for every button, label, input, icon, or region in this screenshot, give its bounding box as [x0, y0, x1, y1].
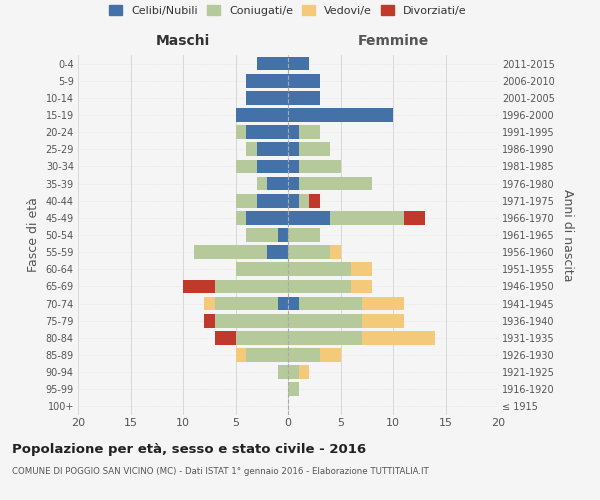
- Text: Femmine: Femmine: [358, 34, 428, 48]
- Bar: [288, 160, 299, 173]
- Bar: [288, 142, 299, 156]
- Bar: [288, 228, 320, 242]
- Bar: [288, 262, 351, 276]
- Bar: [277, 228, 288, 242]
- Bar: [267, 176, 288, 190]
- Bar: [288, 56, 309, 70]
- Bar: [299, 296, 361, 310]
- Bar: [246, 142, 257, 156]
- Bar: [277, 296, 288, 310]
- Bar: [288, 74, 320, 88]
- Bar: [309, 194, 320, 207]
- Bar: [288, 314, 361, 328]
- Bar: [215, 296, 277, 310]
- Bar: [299, 194, 309, 207]
- Bar: [288, 348, 320, 362]
- Bar: [277, 366, 288, 379]
- Bar: [246, 126, 288, 139]
- Bar: [288, 194, 299, 207]
- Bar: [299, 126, 320, 139]
- Bar: [404, 211, 425, 224]
- Legend: Celibi/Nubili, Coniugati/e, Vedovi/e, Divorziati/e: Celibi/Nubili, Coniugati/e, Vedovi/e, Di…: [109, 5, 467, 15]
- Bar: [288, 331, 361, 344]
- Bar: [246, 228, 277, 242]
- Bar: [257, 142, 288, 156]
- Bar: [257, 194, 288, 207]
- Bar: [299, 160, 341, 173]
- Bar: [288, 246, 330, 259]
- Bar: [235, 194, 257, 207]
- Bar: [235, 108, 288, 122]
- Bar: [235, 211, 246, 224]
- Bar: [215, 314, 288, 328]
- Bar: [246, 74, 288, 88]
- Text: Popolazione per età, sesso e stato civile - 2016: Popolazione per età, sesso e stato civil…: [12, 442, 366, 456]
- Bar: [288, 382, 299, 396]
- Y-axis label: Anni di nascita: Anni di nascita: [562, 188, 574, 281]
- Bar: [320, 348, 341, 362]
- Bar: [204, 314, 215, 328]
- Bar: [235, 262, 288, 276]
- Bar: [235, 331, 288, 344]
- Bar: [235, 160, 257, 173]
- Bar: [267, 246, 288, 259]
- Text: Maschi: Maschi: [156, 34, 210, 48]
- Y-axis label: Fasce di età: Fasce di età: [27, 198, 40, 272]
- Bar: [246, 348, 288, 362]
- Bar: [235, 348, 246, 362]
- Bar: [235, 126, 246, 139]
- Bar: [361, 331, 435, 344]
- Bar: [351, 262, 372, 276]
- Bar: [299, 142, 330, 156]
- Bar: [215, 331, 235, 344]
- Bar: [299, 176, 372, 190]
- Bar: [257, 56, 288, 70]
- Bar: [246, 211, 288, 224]
- Bar: [361, 314, 404, 328]
- Bar: [246, 91, 288, 104]
- Bar: [204, 296, 215, 310]
- Bar: [183, 280, 215, 293]
- Bar: [330, 246, 341, 259]
- Bar: [351, 280, 372, 293]
- Bar: [257, 160, 288, 173]
- Bar: [193, 246, 267, 259]
- Bar: [288, 91, 320, 104]
- Bar: [288, 176, 299, 190]
- Bar: [288, 211, 330, 224]
- Text: COMUNE DI POGGIO SAN VICINO (MC) - Dati ISTAT 1° gennaio 2016 - Elaborazione TUT: COMUNE DI POGGIO SAN VICINO (MC) - Dati …: [12, 468, 429, 476]
- Bar: [257, 176, 267, 190]
- Bar: [299, 366, 309, 379]
- Bar: [330, 211, 404, 224]
- Bar: [361, 296, 404, 310]
- Bar: [215, 280, 288, 293]
- Bar: [288, 280, 351, 293]
- Bar: [288, 108, 393, 122]
- Bar: [288, 126, 299, 139]
- Bar: [288, 366, 299, 379]
- Bar: [288, 296, 299, 310]
